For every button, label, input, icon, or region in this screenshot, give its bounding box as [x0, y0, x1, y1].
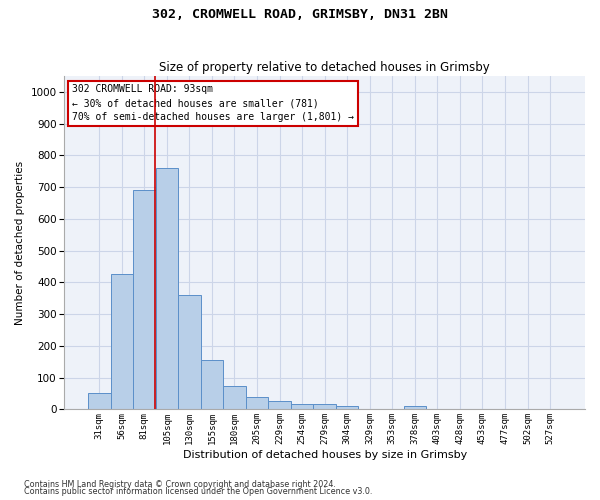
Bar — [336, 406, 358, 409]
Text: 302, CROMWELL ROAD, GRIMSBY, DN31 2BN: 302, CROMWELL ROAD, GRIMSBY, DN31 2BN — [152, 8, 448, 20]
Bar — [110, 274, 133, 409]
Bar — [291, 404, 313, 409]
Text: Contains HM Land Registry data © Crown copyright and database right 2024.: Contains HM Land Registry data © Crown c… — [24, 480, 336, 489]
X-axis label: Distribution of detached houses by size in Grimsby: Distribution of detached houses by size … — [182, 450, 467, 460]
Bar — [200, 360, 223, 410]
Bar — [88, 393, 110, 409]
Bar — [155, 168, 178, 410]
Bar — [178, 295, 200, 410]
Bar — [133, 190, 155, 410]
Y-axis label: Number of detached properties: Number of detached properties — [15, 160, 25, 325]
Text: 302 CROMWELL ROAD: 93sqm
← 30% of detached houses are smaller (781)
70% of semi-: 302 CROMWELL ROAD: 93sqm ← 30% of detach… — [72, 84, 354, 122]
Bar — [313, 404, 336, 409]
Bar — [404, 406, 426, 409]
Text: Contains public sector information licensed under the Open Government Licence v3: Contains public sector information licen… — [24, 487, 373, 496]
Title: Size of property relative to detached houses in Grimsby: Size of property relative to detached ho… — [159, 60, 490, 74]
Bar — [246, 396, 268, 409]
Bar — [223, 386, 246, 409]
Bar — [268, 400, 291, 409]
